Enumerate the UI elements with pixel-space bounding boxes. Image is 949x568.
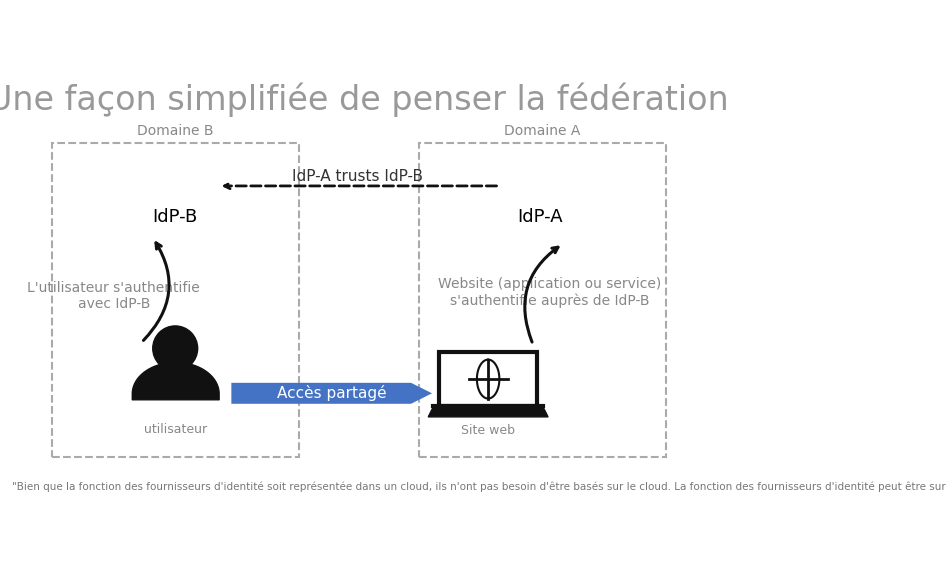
FancyArrow shape (232, 383, 432, 404)
Circle shape (168, 182, 204, 219)
Circle shape (178, 199, 219, 239)
Bar (419, 143, 665, 457)
Text: Domaine B: Domaine B (137, 124, 214, 138)
Circle shape (525, 179, 556, 211)
Text: "Bien que la fonction des fournisseurs d'identité soit représentée dans un cloud: "Bien que la fonction des fournisseurs d… (12, 482, 949, 492)
Circle shape (512, 182, 548, 219)
Text: utilisateur: utilisateur (143, 423, 207, 436)
Circle shape (515, 188, 567, 239)
Circle shape (469, 360, 508, 399)
Text: IdP-B: IdP-B (153, 208, 197, 225)
Circle shape (150, 188, 201, 239)
Circle shape (159, 179, 191, 211)
Text: Website (application ou service)
s'authentifie auprès de IdP-B: Website (application ou service) s'authe… (437, 277, 661, 308)
Text: L'utilisateur s'authentifie
avec IdP-B: L'utilisateur s'authentifie avec IdP-B (28, 281, 200, 311)
Text: Une façon simplifiée de penser la fédération: Une façon simplifiée de penser la fédéra… (0, 82, 728, 117)
Polygon shape (428, 406, 548, 417)
Circle shape (146, 182, 182, 219)
Text: Accès partagé: Accès partagé (277, 385, 386, 402)
Circle shape (131, 199, 172, 239)
Text: Domaine A: Domaine A (504, 124, 580, 138)
Circle shape (544, 199, 585, 239)
Circle shape (153, 326, 197, 371)
Text: IdP-A trusts IdP-B: IdP-A trusts IdP-B (292, 169, 423, 183)
Bar (439, 352, 537, 406)
Text: IdP-A: IdP-A (518, 208, 564, 225)
Circle shape (496, 199, 537, 239)
Circle shape (533, 182, 569, 219)
Bar (51, 143, 299, 457)
Text: Site web: Site web (461, 424, 515, 437)
